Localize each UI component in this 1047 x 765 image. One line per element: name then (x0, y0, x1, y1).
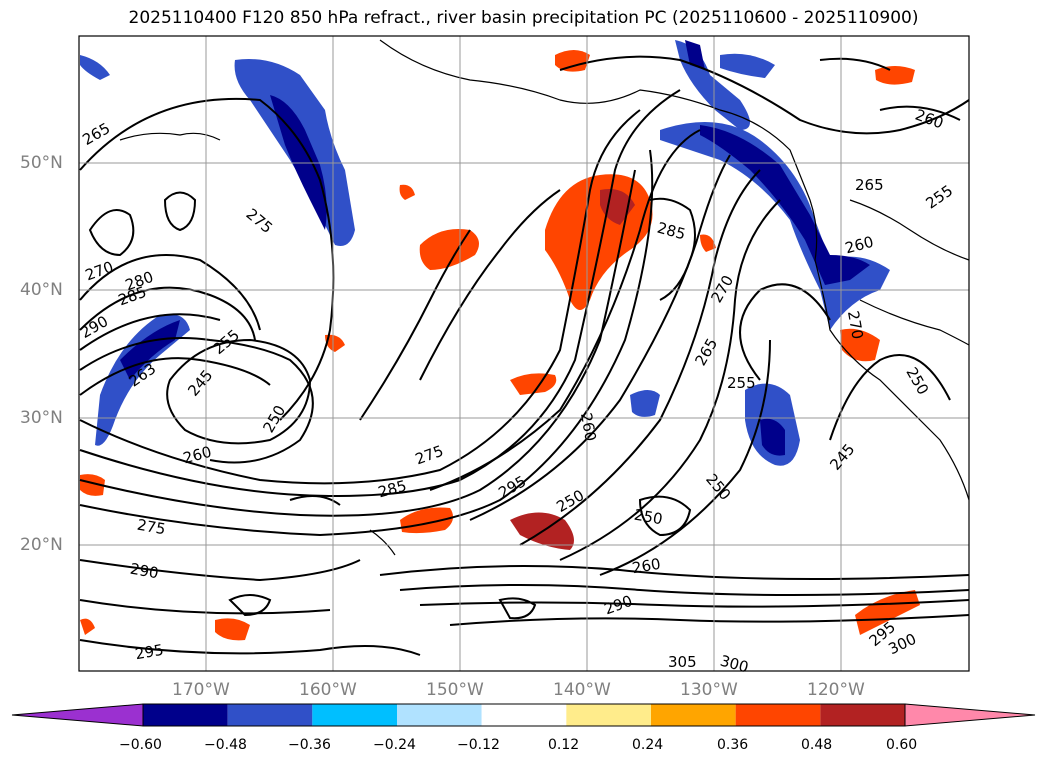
contour-label: 305 (668, 653, 697, 671)
colorbar-tick: 0.12 (548, 737, 580, 753)
lat-label-30n: 30°N (20, 408, 63, 428)
colorbar-tick: −0.24 (373, 737, 416, 753)
contour-label: 255 (727, 374, 756, 392)
lon-label-130w: 130°W (680, 680, 738, 700)
colorbar-tick: −0.12 (457, 737, 500, 753)
colorbar-segment (481, 704, 567, 726)
colorbar-outline (142, 703, 906, 727)
lon-label-140w: 140°W (553, 680, 611, 700)
colorbar-extend-low (11, 703, 144, 727)
map-frame (78, 35, 970, 672)
colorbar-segment (143, 704, 228, 726)
colorbar-segment (735, 704, 821, 726)
lon-label-120w: 120°W (807, 680, 865, 700)
colorbar-segment (820, 704, 905, 726)
lat-label-50n: 50°N (20, 153, 63, 173)
colorbar-segment (651, 704, 736, 726)
colorbar (11, 703, 1036, 727)
graticule (79, 36, 969, 671)
refractivity-contours (79, 55, 970, 656)
colorbar-segment (566, 704, 651, 726)
colorbar-tick: −0.36 (288, 737, 331, 753)
colorbar-tick: 0.60 (886, 737, 918, 753)
colorbar-segment (312, 704, 397, 726)
coastlines (119, 39, 970, 556)
colorbar-extend-high (904, 703, 1036, 727)
colorbar-tick: −0.60 (119, 737, 162, 753)
contour-label: 265 (855, 176, 884, 194)
lon-label-170w: 170°W (172, 680, 230, 700)
lon-label-150w: 150°W (426, 680, 484, 700)
colorbar-tick: −0.48 (204, 737, 247, 753)
map-title: 2025110400 F120 850 hPa refract., river … (128, 8, 919, 28)
colorbar-tick: 0.36 (717, 737, 749, 753)
colorbar-tick: 0.24 (632, 737, 664, 753)
lon-label-160w: 160°W (299, 680, 357, 700)
colorbar-segment (397, 704, 482, 726)
lat-label-20n: 20°N (20, 535, 63, 555)
colorbar-tick: 0.48 (801, 737, 833, 753)
lat-label-40n: 40°N (20, 280, 63, 300)
colorbar-segment (227, 704, 313, 726)
